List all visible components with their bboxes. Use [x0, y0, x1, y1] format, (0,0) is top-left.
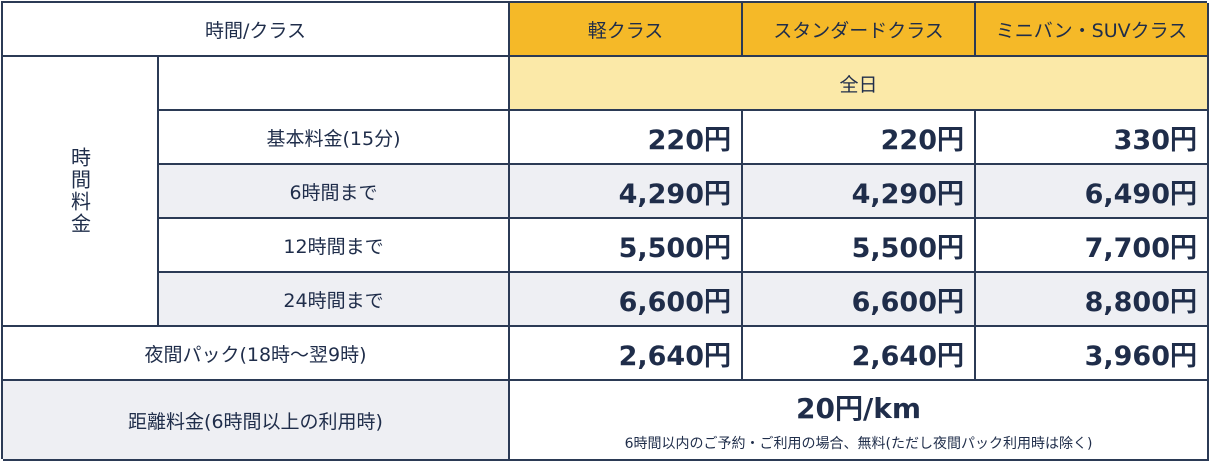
header-corner: 時間/クラス [3, 3, 510, 57]
price-6h-kei: 4,290円 [510, 165, 743, 219]
price-24h-standard: 6,600円 [743, 273, 976, 327]
price-6h-minivan: 6,490円 [976, 165, 1209, 219]
distance-fee-cell: 20円/km 6時間以内のご予約・ご利用の場合、無料(ただし夜間パック利用時は除… [510, 381, 1209, 461]
night-pack-label: 夜間パック(18時〜翌9時) [3, 327, 510, 381]
price-12h-minivan: 7,700円 [976, 219, 1209, 273]
distance-fee-value: 20円/km [796, 392, 921, 425]
row-label-6h: 6時間まで [159, 165, 510, 219]
distance-fee-label: 距離料金(6時間以上の利用時) [3, 381, 510, 461]
price-24h-minivan: 8,800円 [976, 273, 1209, 327]
period-label: 全日 [510, 57, 1209, 111]
price-12h-standard: 5,500円 [743, 219, 976, 273]
price-basic-minivan: 330円 [976, 111, 1209, 165]
row-label-24h: 24時間まで [159, 273, 510, 327]
price-night-kei: 2,640円 [510, 327, 743, 381]
distance-fee-note: 6時間以内のご予約・ご利用の場合、無料(ただし夜間パック利用時は除く) [624, 436, 1093, 452]
price-6h-standard: 4,290円 [743, 165, 976, 219]
row-label-basic: 基本料金(15分) [159, 111, 510, 165]
time-fee-side-label: 時間料金 [3, 57, 159, 327]
header-class-kei: 軽クラス [510, 3, 743, 57]
price-12h-kei: 5,500円 [510, 219, 743, 273]
price-24h-kei: 6,600円 [510, 273, 743, 327]
price-basic-kei: 220円 [510, 111, 743, 165]
header-class-minivan-suv: ミニバン・SUVクラス [976, 3, 1209, 57]
price-night-minivan: 3,960円 [976, 327, 1209, 381]
price-night-standard: 2,640円 [743, 327, 976, 381]
time-fee-side-label-text: 時間料金 [67, 147, 92, 235]
header-class-standard: スタンダードクラス [743, 3, 976, 57]
period-blank-cell [159, 57, 510, 111]
row-label-12h: 12時間まで [159, 219, 510, 273]
price-basic-standard: 220円 [743, 111, 976, 165]
